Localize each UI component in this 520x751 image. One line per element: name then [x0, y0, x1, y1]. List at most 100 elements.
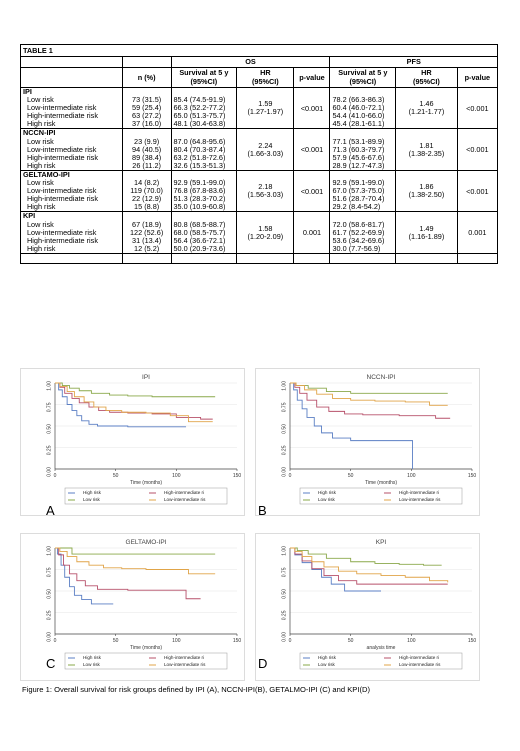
hr-value: 1.81 — [419, 140, 434, 150]
x-tick-label: 50 — [113, 638, 119, 644]
figure-caption: Figure 1: Overall survival for risk grou… — [22, 685, 370, 694]
km-curve-high-risk — [290, 382, 413, 469]
os-survival-value: 32.6 (15.3-51.3) — [173, 160, 226, 170]
panel-letter: B — [258, 503, 267, 518]
pfs-survival: 78.2 (66.3-86.3) 60.4 (46.0-72.1) 54.4 (41… — [329, 86, 397, 130]
legend-label: High risk — [318, 490, 337, 495]
n-percent-value: 59 (25.4) — [132, 103, 162, 113]
km-curve-high-risk — [290, 547, 381, 592]
x-tick-label: 0 — [54, 473, 57, 479]
hr-ci: (1.66-3.03) — [247, 148, 284, 158]
hr-ci: (1.27-1.97) — [247, 107, 284, 117]
risk-label: High-intermediate risk — [27, 235, 98, 245]
header-line: Survival at 5 y — [179, 68, 229, 78]
km-curve-high-risk — [55, 382, 187, 428]
x-tick-label: 0 — [289, 473, 292, 479]
chart-title: IPI — [142, 374, 150, 381]
x-tick-label: 50 — [113, 473, 119, 479]
km-curve-low-risk — [290, 547, 442, 566]
n-percent-value: 14 (8.2) — [134, 178, 160, 188]
header-blank — [20, 67, 123, 88]
km-curve-high-risk — [55, 547, 114, 605]
pfs-p-header: p-value — [456, 67, 499, 88]
hr-value: 1.58 — [258, 223, 273, 233]
n-percent-value: 119 (70.0) — [130, 186, 163, 196]
header-blank — [121, 56, 172, 68]
risk-label: Low-intermediate risk — [27, 186, 97, 196]
chart-title: NCCN-IPI — [367, 374, 396, 381]
n-percent-value: 89 (38.4) — [132, 152, 162, 162]
y-tick-label: 1.00 — [46, 546, 52, 556]
pfs-survival-value: 77.1 (53.1-89.9) — [332, 136, 385, 146]
x-tick-label: 150 — [468, 473, 477, 479]
y-tick-label: 0.75 — [281, 567, 287, 577]
x-tick-label: 150 — [233, 473, 242, 479]
risk-label: Low-intermediate risk — [27, 103, 97, 113]
legend-label: Low-intermediate ris — [164, 497, 206, 502]
legend-label: Low-intermediate ris — [164, 662, 206, 667]
results-table: TABLE 1 OS PFS n (%) Survival at 5 y (95%CI) H… — [20, 44, 499, 264]
km-chart: 0.00 0.25 0.50 0.75 1.00 0 50 100 150 GELTAMO-IPI… — [20, 533, 245, 681]
risk-label: Low risk — [27, 219, 54, 229]
empty-cell — [395, 252, 458, 264]
legend-label: High risk — [318, 655, 337, 660]
x-axis-label: Time (months) — [130, 645, 162, 651]
header-line: (95%CI) — [251, 76, 279, 86]
legend-label: High-intermediate ri — [164, 655, 204, 660]
group-name: KPI — [23, 211, 36, 221]
y-tick-label: 0.25 — [46, 445, 52, 455]
empty-cell — [236, 252, 295, 264]
x-tick-label: 0 — [289, 638, 292, 644]
x-axis-label: Time (months) — [130, 480, 162, 486]
pfs-p-value: <0.001 — [456, 169, 499, 213]
risk-label: High risk — [27, 119, 56, 129]
n-percent-value: 22 (12.9) — [132, 194, 162, 204]
os-survival: 87.0 (64.8-95.6) 80.4 (70.3-87.4) 63.2 (51… — [170, 128, 238, 171]
n-percent-value: 73 (31.5) — [132, 95, 162, 105]
y-tick-label: 0.25 — [281, 610, 287, 620]
os-survival-value: 63.2 (51.8-72.6) — [173, 152, 226, 162]
y-tick-label: 0.50 — [281, 589, 287, 599]
hr-value: 1.86 — [419, 182, 434, 192]
x-tick-label: 150 — [233, 638, 242, 644]
risk-label: Low risk — [27, 95, 54, 105]
header-line: (95%CI) — [349, 76, 377, 86]
legend-box — [299, 652, 463, 670]
hr-value: 1.46 — [419, 99, 434, 109]
legend-label: Low risk — [83, 662, 101, 667]
header-line: (95%CI) — [413, 76, 440, 86]
os-survival-value: 87.0 (64.8-95.6) — [173, 136, 226, 146]
legend-label: High-intermediate ri — [399, 655, 439, 660]
group-name: NCCN-IPI — [23, 128, 56, 138]
os-p-value: <0.001 — [293, 86, 331, 130]
os-survival-value: 50.0 (20.9-73.6) — [173, 243, 226, 253]
os-hr: 1.58 (1.20-2.09) — [236, 211, 295, 254]
os-survival-value: 35.0 (10.9-60.8) — [173, 202, 226, 212]
y-tick-label: 0.00 — [281, 467, 287, 477]
x-tick-label: 0 — [54, 638, 57, 644]
x-tick-label: 150 — [468, 638, 477, 644]
pfs-survival-value: 54.4 (41.0-66.0) — [332, 111, 385, 121]
x-tick-label: 100 — [407, 473, 416, 479]
os-p-value: 0.001 — [293, 211, 331, 254]
y-tick-label: 0.75 — [281, 402, 287, 412]
pfs-p-value: <0.001 — [456, 86, 499, 130]
os-survival-value: 80.8 (68.5-88.7) — [173, 219, 226, 229]
pfs-survival-value: 30.0 (7.7-56.9) — [332, 243, 381, 253]
pfs-survival-value: 72.0 (58.6-81.7) — [332, 219, 385, 229]
os-p-header: p-value — [293, 67, 331, 88]
pfs-survival-value: 71.3 (60.3-79.7) — [332, 144, 385, 154]
n-percent-value: 122 (52.6) — [129, 227, 164, 237]
hr-ci: (1.56-3.03) — [247, 190, 284, 200]
hr-ci: (1.38-2.35) — [408, 148, 445, 158]
risk-label: High-intermediate risk — [27, 152, 98, 162]
pfs-survival-value: 60.4 (46.0-72.1) — [332, 103, 385, 113]
header-line: (95%CI) — [190, 76, 218, 86]
legend-label: Low risk — [318, 662, 336, 667]
x-tick-label: 100 — [172, 473, 181, 479]
pfs-survival-value: 92.9 (59.1-99.0) — [332, 178, 385, 188]
hr-ci: (1.21-1.77) — [408, 107, 445, 117]
km-curve-low-intermediate-risk — [55, 547, 216, 575]
col-n-header: n (%) — [121, 67, 172, 88]
hr-value: 1.59 — [258, 99, 273, 109]
